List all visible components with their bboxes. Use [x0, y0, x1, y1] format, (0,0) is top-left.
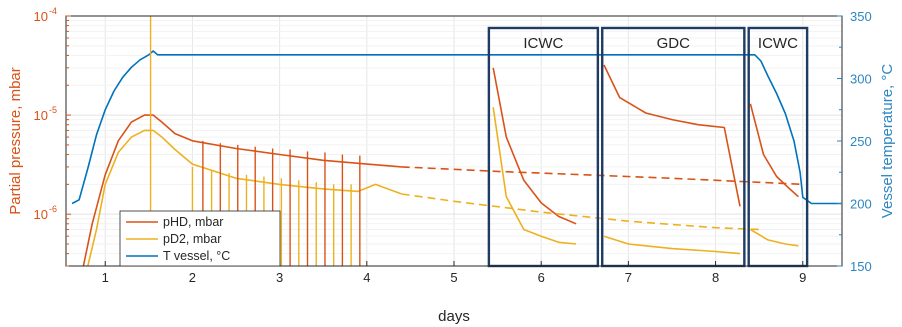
series-line-3	[603, 64, 741, 207]
series-line-1	[401, 166, 803, 186]
series-line-2	[492, 67, 577, 225]
series-line-4	[749, 103, 799, 198]
y-right-axis-label: Vessel temperature, °C	[879, 64, 896, 219]
x-tick-label: 2	[189, 270, 196, 285]
series-line-5	[87, 129, 402, 266]
y-left-axis-label: Partial pressure, mbar	[7, 67, 24, 215]
region-label-0: ICWC	[523, 35, 563, 52]
x-tick-label: 8	[712, 270, 719, 285]
y-left-tick-exponent: -6	[49, 204, 57, 214]
y-right-tick-label: 150	[850, 259, 872, 274]
series-line-8	[603, 235, 741, 255]
legend-label-t: T vessel, °C	[163, 249, 230, 263]
y-left-tick-exponent: -5	[49, 105, 57, 115]
y-right-tick-label: 300	[850, 72, 872, 87]
x-tick-label: 9	[799, 270, 806, 285]
x-tick-label: 7	[625, 270, 632, 285]
region-label-2: ICWC	[758, 35, 798, 52]
y-left-tick-label: 10	[34, 207, 48, 222]
y-right-tick-label: 200	[850, 197, 872, 212]
legend-box	[119, 210, 281, 267]
y-right-ticks: 150 200 250 300 350	[837, 9, 872, 274]
legend: pHD, mbar pD2, mbar T vessel, °C	[119, 210, 281, 267]
legend-label-pd2: pD2, mbar	[163, 232, 221, 246]
x-tick-label: 6	[538, 270, 545, 285]
y-left-ticks: 10-610-510-4	[34, 6, 71, 267]
x-tick-label: 5	[450, 270, 457, 285]
series-line-9	[749, 228, 799, 247]
series-line-10	[71, 50, 842, 205]
legend-label-phd: pHD, mbar	[163, 215, 223, 229]
y-right-tick-label: 350	[850, 9, 872, 24]
x-tick-label: 3	[276, 270, 283, 285]
x-tick-label: 1	[102, 270, 109, 285]
y-left-tick-label: 10	[34, 9, 48, 24]
series-line-6	[401, 193, 760, 231]
region-label-1: GDC	[657, 35, 691, 52]
series-line-7	[492, 107, 577, 245]
x-tick-label: 4	[363, 270, 370, 285]
y-left-tick-label: 10	[34, 108, 48, 123]
y-left-tick-exponent: -4	[49, 6, 57, 16]
series-line-0	[82, 114, 402, 266]
y-right-tick-label: 250	[850, 134, 872, 149]
x-axis-label: days	[438, 308, 470, 325]
